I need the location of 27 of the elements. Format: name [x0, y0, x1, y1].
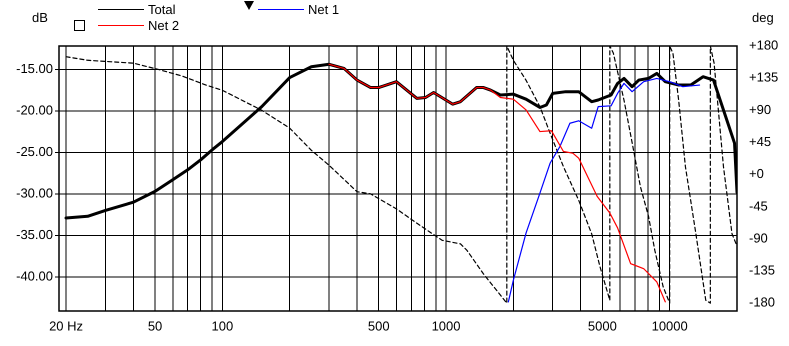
y-tick-label: -40.00 — [16, 268, 53, 284]
y2-axis-title: deg — [752, 10, 774, 25]
y-tick-label: -30.00 — [16, 185, 53, 200]
y2-tick-label: +135 — [749, 70, 778, 85]
x-tick-label: 500 — [368, 318, 390, 334]
y-tick-label: -25.00 — [16, 144, 53, 159]
y2-tick-label: -135 — [749, 262, 776, 278]
y2-tick-label: -45 — [749, 198, 768, 214]
y-tick-label: -35.00 — [16, 226, 53, 242]
x-tick-label: 1000 — [432, 318, 460, 334]
y-axis-title: dB — [32, 10, 48, 25]
y2-tick-label: +45 — [749, 134, 772, 150]
y2-tick-label: -180 — [749, 294, 776, 310]
x-tick-label: 10000 — [652, 318, 688, 334]
legend-label: Net 2 — [148, 18, 180, 33]
y-tick-label: -20.00 — [16, 102, 53, 118]
y-tick-label: -15.00 — [16, 60, 53, 76]
x-tick-label: 50 — [148, 318, 162, 334]
x-tick-label: 5000 — [588, 318, 617, 334]
y2-tick-label: +90 — [749, 102, 772, 117]
y2-tick-label: +0 — [749, 166, 764, 182]
x-tick-label: 100 — [212, 318, 234, 334]
legend-label: Total — [148, 2, 176, 17]
legend-label: Net 1 — [308, 2, 340, 17]
y2-tick-label: -90 — [749, 230, 768, 246]
x-tick-label: 20 Hz — [49, 318, 84, 334]
y2-tick-label: +180 — [749, 38, 778, 53]
